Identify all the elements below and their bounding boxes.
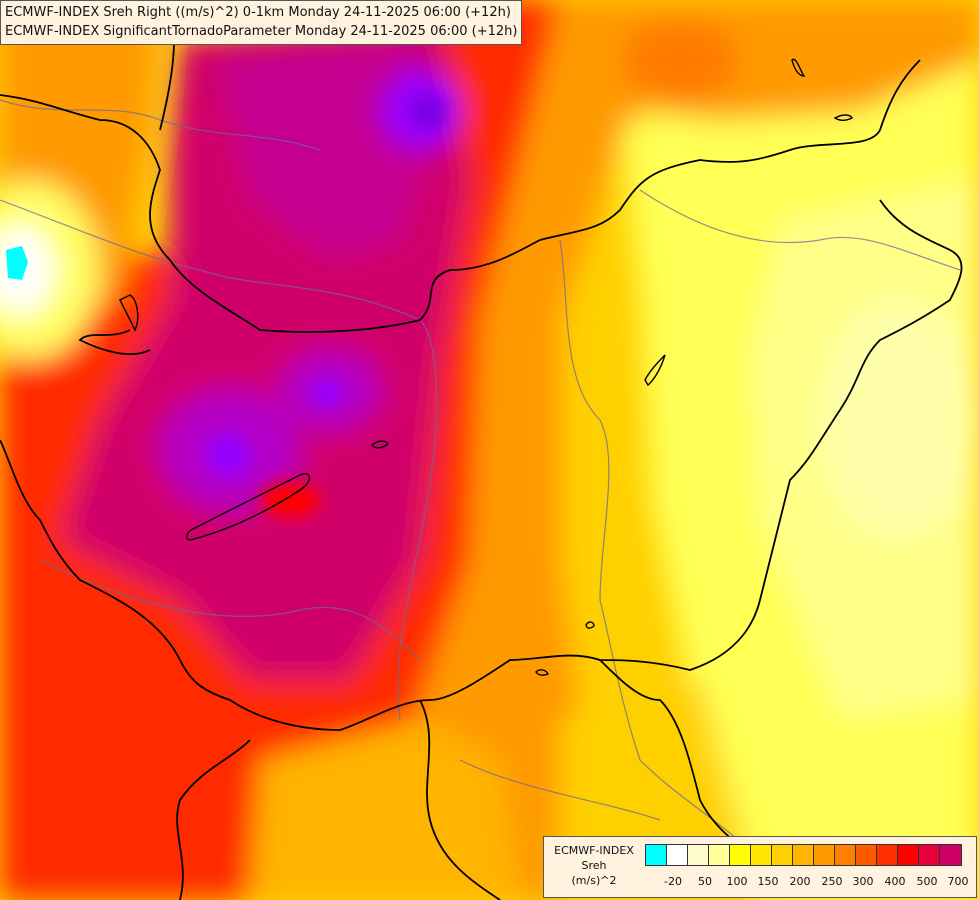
legend-swatch	[709, 845, 730, 865]
legend-swatch	[667, 845, 688, 865]
legend-swatch	[856, 845, 877, 865]
legend-ticks: -20 50 100 150 200 250 300 400 500 700	[645, 875, 975, 891]
legend-swatch	[772, 845, 793, 865]
legend-color-bar	[645, 844, 962, 866]
legend-swatch	[814, 845, 835, 865]
legend-swatch	[646, 845, 667, 865]
lakes	[119, 58, 853, 677]
legend-tick-label: 100	[726, 875, 748, 888]
color-legend: ECMWF-INDEX Sreh (m/s)^2 -20 50 100 150 200 2…	[543, 836, 977, 898]
legend-tick-label: 300	[852, 875, 874, 888]
legend-model: ECMWF-INDEX	[554, 844, 634, 857]
map-title: ECMWF-INDEX Sreh Right ((m/s)^2) 0-1km M…	[0, 0, 523, 45]
legend-tick-label: 200	[789, 875, 811, 888]
legend-tick-label: 50	[698, 875, 712, 888]
legend-tick-label: 500	[916, 875, 938, 888]
min-spot	[6, 246, 28, 280]
legend-tick-label: 400	[884, 875, 906, 888]
legend-swatch	[751, 845, 772, 865]
legend-label: ECMWF-INDEX Sreh (m/s)^2	[544, 843, 644, 888]
legend-tick-label: -20	[664, 875, 682, 888]
legend-swatch	[688, 845, 709, 865]
legend-tick-label: 700	[947, 875, 969, 888]
legend-unit: (m/s)^2	[571, 874, 617, 887]
legend-swatch	[898, 845, 919, 865]
legend-swatch	[877, 845, 898, 865]
legend-tick-label: 250	[821, 875, 843, 888]
legend-swatch	[835, 845, 856, 865]
legend-swatch	[793, 845, 814, 865]
legend-swatch	[940, 845, 961, 865]
title-line-sreh: ECMWF-INDEX Sreh Right ((m/s)^2) 0-1km M…	[5, 5, 511, 20]
legend-variable: Sreh	[581, 859, 607, 872]
legend-swatch	[730, 845, 751, 865]
field-peaks	[206, 96, 444, 518]
legend-swatch	[919, 845, 940, 865]
legend-tick-label: 150	[757, 875, 779, 888]
title-line-stp: ECMWF-INDEX SignificantTornadoParameter …	[5, 24, 518, 39]
